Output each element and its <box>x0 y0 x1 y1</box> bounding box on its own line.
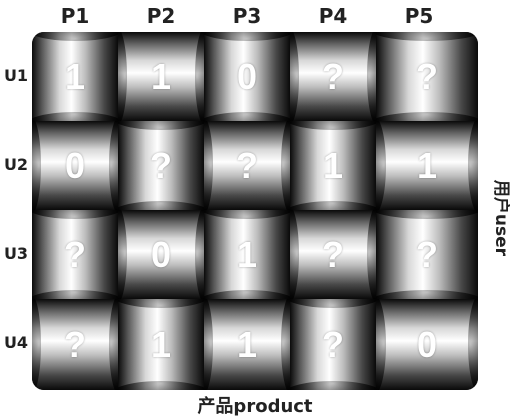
matrix-cell-u2-p4: 1 <box>290 121 376 210</box>
matrix-cell-u4-p1: ? <box>32 299 118 390</box>
matrix-cell-u4-p2: 1 <box>118 299 204 390</box>
matrix-cell-u3-p5: ? <box>376 210 478 299</box>
cell-value: 1 <box>118 32 204 121</box>
col-header-p1: P1 <box>32 4 118 28</box>
col-header-p4: P4 <box>290 4 376 28</box>
matrix-cell-u1-p1: 1 <box>32 32 118 121</box>
cell-value: ? <box>376 32 478 121</box>
rating-matrix: 1 1 0 ? ? 0 ? ? 1 1 ? 0 1 ? ? ? 1 1 ? 0 <box>32 32 478 390</box>
row-header-u4: U4 <box>0 333 32 352</box>
matrix-cell-u3-p1: ? <box>32 210 118 299</box>
matrix-cell-u3-p3: 1 <box>204 210 290 299</box>
cell-value: ? <box>204 121 290 210</box>
user-axis-label: 用户user <box>488 177 510 259</box>
cell-value: 0 <box>204 32 290 121</box>
cell-value: 1 <box>204 299 290 390</box>
cell-value: ? <box>32 210 118 299</box>
cell-value: 1 <box>290 121 376 210</box>
cell-value: 0 <box>32 121 118 210</box>
cell-value: ? <box>118 121 204 210</box>
cell-value: 1 <box>204 210 290 299</box>
matrix-cell-u3-p4: ? <box>290 210 376 299</box>
matrix-cell-u2-p1: 0 <box>32 121 118 210</box>
matrix-cell-u1-p4: ? <box>290 32 376 121</box>
matrix-cell-u1-p3: 0 <box>204 32 290 121</box>
matrix-cell-u4-p3: 1 <box>204 299 290 390</box>
col-header-p3: P3 <box>204 4 290 28</box>
product-axis-label: 产品product <box>150 392 360 418</box>
cell-value: ? <box>290 299 376 390</box>
col-header-p2: P2 <box>118 4 204 28</box>
cell-value: 1 <box>32 32 118 121</box>
cell-value: 0 <box>376 299 478 390</box>
cell-value: 0 <box>118 210 204 299</box>
matrix-cell-u2-p2: ? <box>118 121 204 210</box>
cell-value: ? <box>290 32 376 121</box>
col-header-p5: P5 <box>376 4 462 28</box>
matrix-cell-u1-p5: ? <box>376 32 478 121</box>
matrix-cell-u4-p5: 0 <box>376 299 478 390</box>
cell-value: 1 <box>118 299 204 390</box>
matrix-cell-u2-p3: ? <box>204 121 290 210</box>
cell-value: ? <box>32 299 118 390</box>
matrix-cell-u4-p4: ? <box>290 299 376 390</box>
matrix-cell-u2-p5: 1 <box>376 121 478 210</box>
cell-value: ? <box>290 210 376 299</box>
cell-value: 1 <box>376 121 478 210</box>
matrix-cell-u1-p2: 1 <box>118 32 204 121</box>
cell-value: ? <box>376 210 478 299</box>
row-header-u2: U2 <box>0 155 32 174</box>
row-header-u3: U3 <box>0 244 32 263</box>
row-header-u1: U1 <box>0 66 32 85</box>
matrix-cell-u3-p2: 0 <box>118 210 204 299</box>
